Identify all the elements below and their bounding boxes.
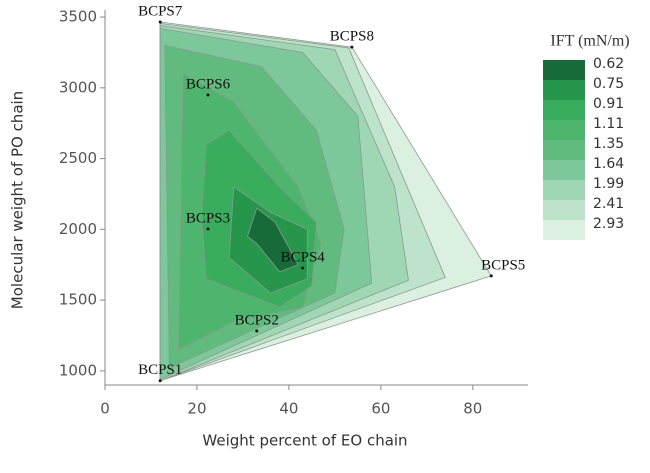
colorbar-swatch [543,80,585,100]
point-label: BCPS5 [481,257,525,273]
colorbar-swatch [543,120,585,140]
colorbar-label: 1.64 [593,156,624,172]
y-tick-label: 3000 [59,78,97,96]
x-tick-label: 40 [279,400,298,418]
x-tick-label: 0 [100,400,110,418]
data-point [350,45,354,49]
y-tick-label: 2000 [59,220,97,238]
colorbar-label: 1.35 [593,136,624,152]
x-tick-label: 20 [187,400,206,418]
y-tick-label: 1000 [59,361,97,379]
colorbar-label: 0.75 [593,76,624,92]
colorbar-label: 0.62 [593,56,624,72]
colorbar-swatch [543,60,585,80]
colorbar-swatch [543,160,585,180]
y-tick-label: 2500 [59,149,97,167]
x-axis-title: Weight percent of EO chain [202,432,407,450]
point-label: BCPS3 [186,210,230,226]
data-point [158,379,162,383]
colorbar-label: 2.93 [593,216,624,232]
colorbar-swatch [543,180,585,200]
colorbar-label: 1.11 [593,116,624,132]
colorbar-swatch [543,100,585,120]
point-label: BCPS8 [330,29,374,45]
y-axis-title: Molecular weight of PO chain [9,91,27,309]
data-point [255,329,259,333]
point-label: BCPS6 [186,76,231,92]
contour-band [247,207,299,273]
colorbar-label: 2.41 [593,196,624,212]
point-label: BCPS4 [281,249,326,265]
x-tick-label: 80 [463,400,482,418]
data-point [301,266,305,270]
colorbar-title: IFT (mN/m) [550,33,629,50]
data-point [206,227,210,231]
point-label: BCPS7 [138,3,183,19]
colorbar-label: 0.91 [593,96,624,112]
colorbar-swatch [543,140,585,160]
point-label: BCPS2 [235,312,279,328]
point-label: BCPS1 [138,362,182,378]
data-point [206,93,210,97]
colorbar-label: 1.99 [593,176,624,192]
y-tick-label: 3500 [59,8,97,26]
y-tick-label: 1500 [59,291,97,309]
data-point [158,20,162,24]
x-tick-label: 60 [371,400,390,418]
colorbar-swatch [543,200,585,220]
data-point [489,274,493,278]
colorbar-swatch [543,220,585,240]
